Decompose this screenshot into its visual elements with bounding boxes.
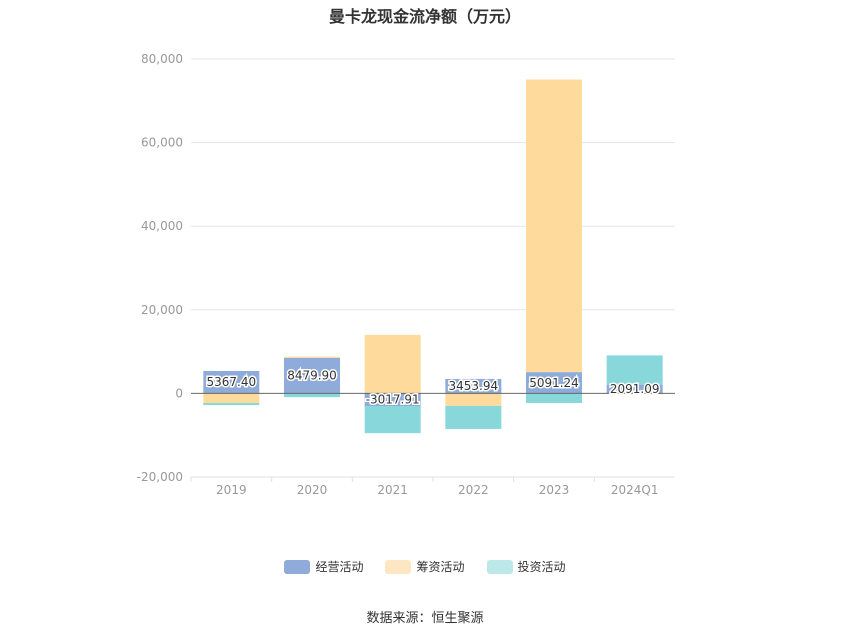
bar-operating-2022[interactable]: [445, 378, 502, 394]
bar-financing-2020[interactable]: [284, 356, 340, 358]
y-tick-label: 0: [175, 386, 183, 400]
data-label-operating-2024Q1: 2091.09: [610, 382, 660, 396]
bar-operating-2024Q1[interactable]: [606, 384, 663, 394]
legend-swatch-investing: [486, 559, 513, 574]
data-label-operating-2022: 3453.94: [449, 379, 499, 393]
bar-investing-2020[interactable]: [284, 393, 340, 398]
data-label-operating-2023: 5091.24: [529, 376, 579, 390]
y-tick-label: 60,000: [141, 136, 183, 150]
x-tick-label: 2023: [539, 483, 570, 497]
bar-investing-2019[interactable]: [203, 403, 260, 406]
y-tick-label: 20,000: [141, 303, 183, 317]
bar-financing-2022[interactable]: [445, 393, 502, 406]
x-tick-label: 2019: [216, 483, 247, 497]
legend-swatch-operating: [284, 559, 311, 574]
legend-label-investing: 投资活动: [517, 560, 566, 574]
y-tick-label: 40,000: [141, 219, 183, 233]
bar-financing-2021[interactable]: [364, 334, 421, 394]
bar-operating-2019[interactable]: [203, 370, 260, 394]
chart-title: 曼卡龙现金流净额（万元）: [328, 7, 521, 26]
bar-financing-2023[interactable]: [526, 79, 582, 373]
bar-financing-2019[interactable]: [203, 393, 260, 404]
legend-item-financing[interactable]: 筹资活动: [385, 558, 465, 575]
data-label-operating-2020: 8479.90: [287, 369, 337, 383]
legend-swatch-financing: [385, 559, 412, 574]
legend-label-financing: 筹资活动: [416, 560, 465, 574]
data-label-operating-2019: 5367.40: [207, 375, 257, 389]
chart-legend: 经营活动 筹资活动 投资活动: [0, 558, 850, 575]
x-tick-label: 2021: [377, 483, 408, 497]
data-label-operating-2021: -3017.91: [366, 393, 420, 407]
x-tick-label: 2020: [297, 483, 328, 497]
bar-investing-2023[interactable]: [526, 393, 582, 404]
bar-investing-2024Q1[interactable]: [606, 355, 663, 385]
bar-investing-2022[interactable]: [445, 405, 502, 429]
legend-item-investing[interactable]: 投资活动: [486, 558, 566, 575]
y-tick-label: 80,000: [141, 52, 183, 66]
y-tick-label: -20,000: [137, 470, 183, 484]
bar-investing-2021[interactable]: [364, 406, 421, 434]
legend-label-operating: 经营活动: [315, 560, 364, 574]
legend-item-operating[interactable]: 经营活动: [284, 558, 363, 575]
x-tick-label: 2022: [458, 483, 489, 497]
bar-operating-2020[interactable]: [284, 357, 340, 394]
bar-operating-2023[interactable]: [526, 372, 582, 394]
data-source: 数据来源：恒生聚源: [366, 611, 484, 626]
bar-operating-2021[interactable]: [364, 393, 421, 407]
x-tick-label: 2024Q1: [611, 483, 659, 497]
